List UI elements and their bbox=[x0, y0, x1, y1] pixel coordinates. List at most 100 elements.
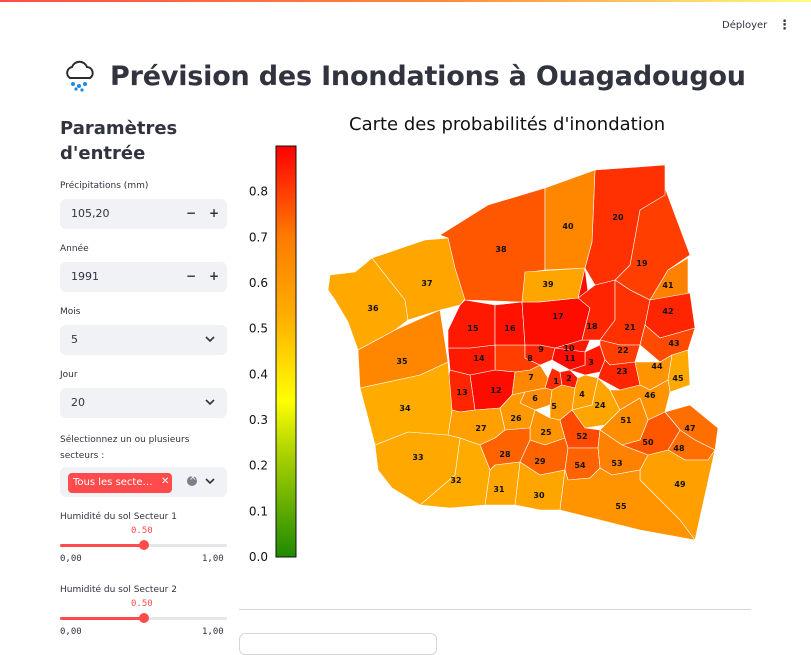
sector-15[interactable] bbox=[447, 299, 496, 349]
year-input[interactable]: 1991 − + bbox=[60, 262, 227, 292]
sector-1[interactable] bbox=[544, 367, 563, 391]
sector-48[interactable] bbox=[667, 429, 716, 461]
sector-4[interactable] bbox=[571, 374, 599, 411]
sector-label: 53 bbox=[611, 459, 622, 468]
sector-14[interactable] bbox=[447, 344, 496, 376]
increment-button[interactable]: + bbox=[209, 206, 220, 220]
clear-icon[interactable] bbox=[187, 473, 197, 486]
slider-thumb[interactable] bbox=[138, 613, 149, 623]
next-widget[interactable] bbox=[239, 633, 437, 655]
month-value: 5 bbox=[71, 333, 78, 346]
sector-43[interactable] bbox=[639, 324, 696, 363]
sector-11[interactable] bbox=[551, 347, 586, 371]
slider-max: 1,00 bbox=[202, 627, 224, 637]
sector-50[interactable] bbox=[621, 411, 681, 456]
sector-24[interactable] bbox=[571, 377, 621, 429]
sector-18[interactable] bbox=[577, 279, 616, 341]
sector-21[interactable] bbox=[599, 279, 651, 346]
sector-51[interactable] bbox=[599, 397, 649, 446]
sector-10[interactable] bbox=[554, 339, 591, 353]
month-select[interactable]: 5 bbox=[60, 325, 227, 355]
kebab-menu-icon[interactable]: ⋮ bbox=[778, 18, 791, 33]
sector-36[interactable] bbox=[327, 257, 409, 351]
sector-label: 39 bbox=[542, 280, 554, 289]
month-label: Mois bbox=[60, 307, 81, 317]
sector-45[interactable] bbox=[667, 349, 691, 393]
sector-40[interactable] bbox=[544, 169, 596, 271]
sectors-multiselect[interactable]: Tous les secteurs ✕ bbox=[60, 467, 227, 497]
sector-49[interactable] bbox=[639, 449, 716, 541]
slider-min: 0,00 bbox=[60, 627, 82, 637]
sector-label: 34 bbox=[399, 404, 411, 413]
sector-label: 35 bbox=[396, 357, 408, 366]
sidebar-title: Paramètres d'entrée bbox=[60, 118, 178, 164]
sector-8[interactable] bbox=[494, 344, 541, 373]
sector-47[interactable] bbox=[664, 404, 719, 451]
sector-label: 3 bbox=[588, 358, 594, 367]
sector-25[interactable] bbox=[529, 409, 566, 446]
chevron-down-icon bbox=[205, 336, 215, 343]
sector-53[interactable] bbox=[597, 429, 649, 476]
slider-thumb[interactable] bbox=[138, 540, 149, 550]
humidity2-slider[interactable] bbox=[60, 613, 227, 623]
sector-33[interactable] bbox=[374, 431, 461, 506]
precip-input[interactable]: 105,20 − + bbox=[60, 199, 227, 229]
sector-label: 24 bbox=[594, 401, 606, 410]
sector-label: 13 bbox=[456, 388, 467, 397]
sector-label: 15 bbox=[467, 324, 479, 333]
sector-55[interactable] bbox=[559, 467, 696, 541]
sector-35[interactable] bbox=[357, 309, 449, 389]
sector-5[interactable] bbox=[549, 384, 576, 421]
section-divider bbox=[239, 609, 751, 610]
sector-label: 10 bbox=[563, 344, 575, 353]
day-label: Jour bbox=[60, 370, 78, 380]
sector-27[interactable] bbox=[447, 407, 506, 446]
sector-29[interactable] bbox=[519, 437, 569, 476]
day-select[interactable]: 20 bbox=[60, 388, 227, 418]
sector-38[interactable] bbox=[439, 187, 546, 303]
sector-label: 47 bbox=[684, 424, 695, 433]
tag-remove-icon[interactable]: ✕ bbox=[161, 476, 170, 487]
sector-41[interactable] bbox=[649, 257, 689, 303]
sector-9[interactable] bbox=[524, 344, 556, 366]
sector-label: 50 bbox=[642, 438, 654, 447]
selected-tag[interactable]: Tous les secteurs ✕ bbox=[68, 473, 172, 493]
decrement-button[interactable]: − bbox=[186, 269, 197, 283]
sector-19[interactable] bbox=[614, 187, 691, 301]
sector-label: 4 bbox=[579, 390, 585, 399]
sector-label: 8 bbox=[527, 354, 533, 363]
colorbar-tick-label: 0.6 bbox=[249, 276, 268, 290]
sector-52[interactable] bbox=[559, 409, 601, 449]
sector-46[interactable] bbox=[609, 379, 671, 421]
sector-28[interactable] bbox=[479, 427, 531, 471]
sector-7[interactable] bbox=[511, 364, 549, 396]
sector-32[interactable] bbox=[419, 437, 491, 509]
tag-label: Tous les secteurs bbox=[73, 477, 155, 488]
increment-button[interactable]: + bbox=[209, 269, 220, 283]
sector-44[interactable] bbox=[634, 354, 673, 391]
deploy-button[interactable]: Déployer bbox=[722, 20, 768, 31]
sector-12[interactable] bbox=[469, 369, 516, 411]
sector-26[interactable] bbox=[499, 391, 536, 431]
sector-2[interactable] bbox=[559, 369, 579, 389]
humidity1-slider[interactable] bbox=[60, 540, 227, 550]
sector-23[interactable] bbox=[597, 359, 641, 391]
sector-22[interactable] bbox=[599, 339, 641, 366]
sector-30[interactable] bbox=[514, 461, 566, 511]
sector-17[interactable] bbox=[521, 267, 591, 349]
sector-34[interactable] bbox=[359, 361, 453, 446]
sector-6[interactable] bbox=[519, 387, 553, 411]
sector-3[interactable] bbox=[569, 344, 606, 376]
top-decoration-bar bbox=[0, 0, 811, 2]
sector-31[interactable] bbox=[484, 461, 521, 506]
sector-16[interactable] bbox=[494, 301, 526, 346]
sector-42[interactable] bbox=[644, 292, 696, 339]
sector-37[interactable] bbox=[371, 237, 469, 321]
humidity2-value: 0.50 bbox=[131, 599, 153, 609]
sector-39[interactable] bbox=[521, 267, 586, 303]
sector-20[interactable] bbox=[584, 164, 666, 286]
sector-54[interactable] bbox=[564, 447, 601, 481]
sector-13[interactable] bbox=[447, 369, 476, 413]
sector-label: 17 bbox=[552, 312, 563, 321]
decrement-button[interactable]: − bbox=[186, 206, 197, 220]
